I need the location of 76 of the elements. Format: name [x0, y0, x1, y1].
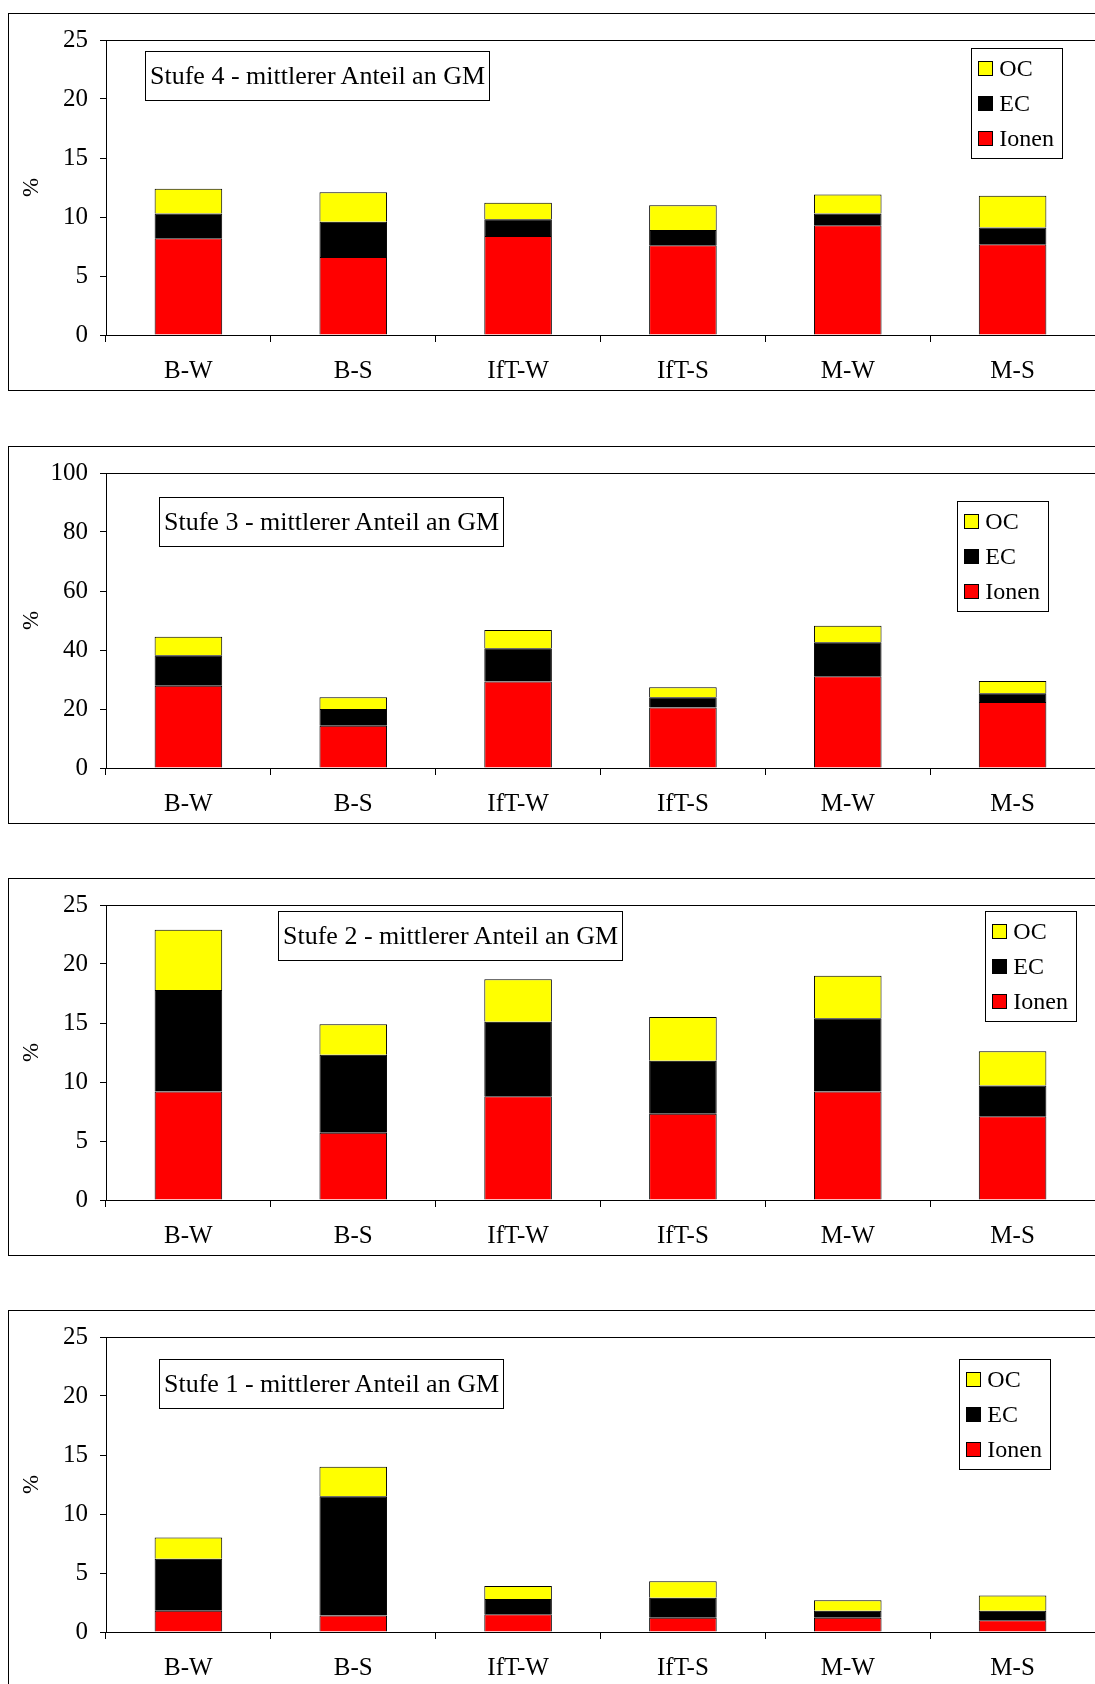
legend-label: Ionen	[999, 125, 1054, 152]
legend-label: Ionen	[985, 578, 1040, 605]
y-tick-label: 10	[63, 201, 88, 229]
legend-label: EC	[985, 543, 1017, 570]
y-tick-label: 0	[75, 752, 88, 780]
y-axis-title: %	[17, 1474, 43, 1495]
x-tick-label: B-S	[333, 1220, 373, 1248]
y-tick-label: 20	[63, 1380, 88, 1408]
text: Stufe 3 - mittlerer Anteil an GM	[159, 497, 505, 547]
y-tick-label: 25	[63, 1321, 88, 1349]
x-tick-label: M-S	[990, 1652, 1035, 1680]
x-tick-label: B-W	[164, 355, 214, 383]
y-tick-label: 5	[75, 260, 88, 288]
x-tick-label: IfT-S	[656, 355, 709, 383]
text: Stufe 4 - mittlerer Anteil an GM	[145, 51, 491, 101]
x-tick-label: B-S	[333, 788, 373, 816]
y-axis-title: %	[17, 610, 43, 631]
y-tick-label: 20	[63, 693, 88, 721]
y-tick-label: 0	[75, 1616, 88, 1644]
y-tick-label: 15	[63, 1439, 88, 1467]
x-tick-label: M-S	[990, 1220, 1035, 1248]
legend-label: OC	[999, 55, 1033, 82]
bar	[649, 697, 717, 708]
y-tick-label: 100	[50, 457, 88, 485]
x-tick-label: M-W	[820, 355, 876, 383]
x-tick-label: IfT-W	[487, 355, 550, 383]
x-tick-label: IfT-W	[487, 1652, 550, 1680]
bar	[649, 1597, 717, 1618]
y-tick-label: 15	[63, 1007, 88, 1035]
bar	[484, 1598, 552, 1615]
x-tick-label: IfT-S	[656, 1220, 709, 1248]
y-tick-label: 10	[63, 1066, 88, 1094]
x-tick-label: M-W	[820, 1220, 876, 1248]
y-tick-label: 40	[63, 634, 88, 662]
x-tick-label: IfT-W	[487, 788, 550, 816]
y-tick-label: 25	[63, 889, 88, 917]
x-tick-label: B-W	[164, 1220, 214, 1248]
y-tick-label: 5	[75, 1125, 88, 1153]
text: Stufe 1 - mittlerer Anteil an GM	[159, 1359, 505, 1409]
legend-label: OC	[987, 1366, 1021, 1393]
y-tick-label: 60	[63, 575, 88, 603]
x-tick-label: IfT-S	[656, 1652, 709, 1680]
legend-label: Ionen	[987, 1436, 1042, 1463]
x-tick-label: M-W	[820, 788, 876, 816]
x-tick-label: IfT-W	[487, 1220, 550, 1248]
bar	[649, 229, 717, 246]
y-tick-label: 80	[63, 516, 88, 544]
y-axis-title: %	[17, 177, 43, 198]
bar	[484, 648, 552, 682]
y-tick-label: 5	[75, 1557, 88, 1585]
bar	[484, 219, 552, 236]
legend-label: EC	[999, 90, 1031, 117]
legend-label: Ionen	[1013, 988, 1068, 1015]
x-tick-label: B-S	[333, 355, 373, 383]
legend-label: EC	[1013, 953, 1045, 980]
x-tick-label: M-S	[990, 355, 1035, 383]
y-tick-label: 10	[63, 1498, 88, 1526]
x-tick-label: B-S	[333, 1652, 373, 1680]
y-tick-label: 0	[75, 319, 88, 347]
y-tick-label: 20	[63, 948, 88, 976]
y-tick-label: 25	[63, 24, 88, 52]
legend-label: EC	[987, 1401, 1019, 1428]
x-tick-label: M-W	[820, 1652, 876, 1680]
x-tick-label: M-S	[990, 788, 1035, 816]
legend-label: OC	[985, 508, 1019, 535]
legend-label: OC	[1013, 918, 1047, 945]
y-tick-label: 20	[63, 83, 88, 111]
text: Stufe 2 - mittlerer Anteil an GM	[278, 911, 624, 961]
x-tick-label: B-W	[164, 788, 214, 816]
y-tick-label: 15	[63, 142, 88, 170]
y-axis-title: %	[17, 1042, 43, 1063]
x-tick-label: B-W	[164, 1652, 214, 1680]
y-tick-label: 0	[75, 1184, 88, 1212]
x-tick-label: IfT-S	[656, 788, 709, 816]
bar	[484, 1021, 552, 1097]
bar	[649, 1060, 717, 1114]
